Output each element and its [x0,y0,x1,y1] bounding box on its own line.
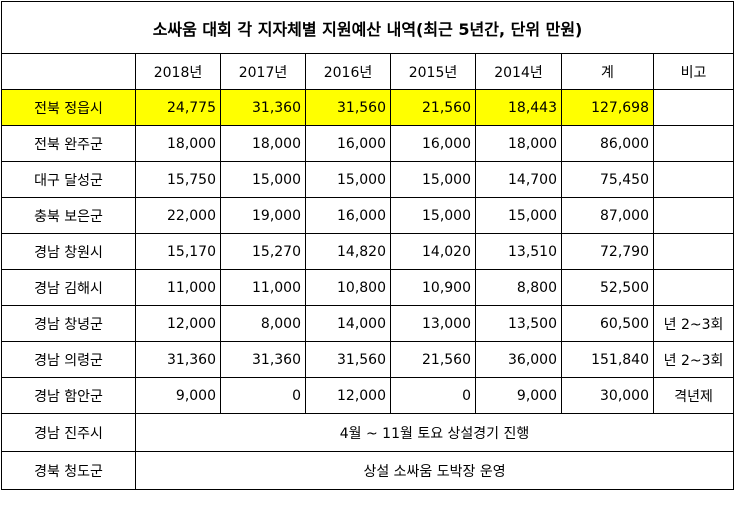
value-cell: 0 [390,377,476,414]
value-cell: 19,000 [220,197,306,234]
region-cell: 경남 함안군 [1,377,136,414]
region-cell: 전북 정읍시 [1,89,136,126]
region-cell: 경남 창녕군 [1,305,136,342]
header-cell: 2014년 [475,53,562,90]
value-cell: 30,000 [561,377,654,414]
value-cell: 10,900 [390,269,476,306]
value-cell: 31,560 [305,341,391,378]
header-cell: 2015년 [390,53,476,90]
value-cell: 15,000 [475,197,562,234]
header-row: 2018년 2017년 2016년 2015년 2014년 계 비고 [1,53,735,90]
value-cell: 13,510 [475,233,562,270]
value-cell: 18,000 [220,125,306,162]
value-cell: 15,000 [390,161,476,198]
value-cell: 14,820 [305,233,391,270]
span-text-cell: 4월 ~ 11월 토요 상설경기 진행 [134,413,735,452]
value-cell: 72,790 [561,233,654,270]
note-cell: 년 2~3회 [652,305,735,342]
value-cell: 15,000 [390,197,476,234]
note-cell: 격년제 [652,377,735,414]
region-cell: 경남 창원시 [1,233,136,270]
value-cell: 9,000 [135,377,221,414]
value-cell: 22,000 [135,197,221,234]
header-cell: 2018년 [135,53,221,90]
value-cell: 16,000 [390,125,476,162]
note-cell: 년 2~3회 [652,341,735,378]
span-text-cell: 상설 소싸움 도박장 운영 [134,451,735,490]
value-cell: 11,000 [220,269,306,306]
value-cell: 14,020 [390,233,476,270]
table-row: 전북 정읍시 24,775 31,360 31,560 21,560 18,443 127,… [1,89,735,126]
table-row: 경북 청도군 상설 소싸움 도박장 운영 [1,451,735,490]
value-cell: 15,170 [135,233,221,270]
value-cell: 8,800 [475,269,562,306]
value-cell: 36,000 [475,341,562,378]
table-row: 경남 창원시 15,170 15,270 14,820 14,020 13,510 72,7… [1,233,735,270]
region-cell: 경남 김해시 [1,269,136,306]
value-cell: 9,000 [475,377,562,414]
value-cell: 15,750 [135,161,221,198]
value-cell: 127,698 [561,89,654,126]
header-cell: 2017년 [220,53,306,90]
value-cell: 21,560 [390,89,476,126]
table-row: 경남 창녕군 12,000 8,000 14,000 13,000 13,500 60,50… [1,305,735,342]
table-row: 경남 의령군 31,360 31,360 31,560 21,560 36,000 151,… [1,341,735,378]
region-cell: 경남 진주시 [1,413,136,452]
table-row: 대구 달성군 15,750 15,000 15,000 15,000 14,700 75,4… [1,161,735,198]
header-cell [1,53,136,90]
region-cell: 전북 완주군 [1,125,136,162]
value-cell: 12,000 [135,305,221,342]
header-cell: 계 [561,53,654,90]
budget-table: 소싸움 대회 각 지자체별 지원예산 내역(최근 5년간, 단위 만원) 201… [0,1,735,490]
region-cell: 경북 청도군 [1,451,136,490]
value-cell: 31,360 [220,89,306,126]
note-cell [652,125,735,162]
table-row: 전북 완주군 18,000 18,000 16,000 16,000 18,000 86,0… [1,125,735,162]
region-cell: 대구 달성군 [1,161,136,198]
note-cell [652,197,735,234]
table-row: 경남 김해시 11,000 11,000 10,800 10,900 8,800 52,50… [1,269,735,306]
value-cell: 151,840 [561,341,654,378]
table-title: 소싸움 대회 각 지자체별 지원예산 내역(최근 5년간, 단위 만원) [0,1,735,54]
value-cell: 31,560 [305,89,391,126]
value-cell: 0 [220,377,306,414]
header-cell: 2016년 [305,53,391,90]
value-cell: 75,450 [561,161,654,198]
value-cell: 10,800 [305,269,391,306]
value-cell: 16,000 [305,197,391,234]
table-row: 경남 진주시 4월 ~ 11월 토요 상설경기 진행 [1,413,735,452]
value-cell: 31,360 [220,341,306,378]
region-cell: 충북 보은군 [1,197,136,234]
value-cell: 31,360 [135,341,221,378]
value-cell: 15,000 [220,161,306,198]
value-cell: 18,000 [135,125,221,162]
value-cell: 15,270 [220,233,306,270]
value-cell: 86,000 [561,125,654,162]
table-row: 경남 함안군 9,000 0 12,000 0 9,000 30,000 격년제 [1,377,735,414]
value-cell: 13,500 [475,305,562,342]
value-cell: 14,000 [305,305,391,342]
table-row: 충북 보은군 22,000 19,000 16,000 15,000 15,000 87,0… [1,197,735,234]
value-cell: 14,700 [475,161,562,198]
region-cell: 경남 의령군 [1,341,136,378]
value-cell: 12,000 [305,377,391,414]
value-cell: 52,500 [561,269,654,306]
value-cell: 13,000 [390,305,476,342]
value-cell: 16,000 [305,125,391,162]
value-cell: 21,560 [390,341,476,378]
note-cell [652,269,735,306]
value-cell: 24,775 [135,89,221,126]
value-cell: 18,000 [475,125,562,162]
title-row: 소싸움 대회 각 지자체별 지원예산 내역(최근 5년간, 단위 만원) [0,1,735,54]
note-cell [652,161,735,198]
note-cell [652,233,735,270]
value-cell: 15,000 [305,161,391,198]
value-cell: 60,500 [561,305,654,342]
value-cell: 11,000 [135,269,221,306]
note-cell [652,89,735,126]
header-cell: 비고 [652,53,735,90]
value-cell: 8,000 [220,305,306,342]
value-cell: 87,000 [561,197,654,234]
value-cell: 18,443 [475,89,562,126]
